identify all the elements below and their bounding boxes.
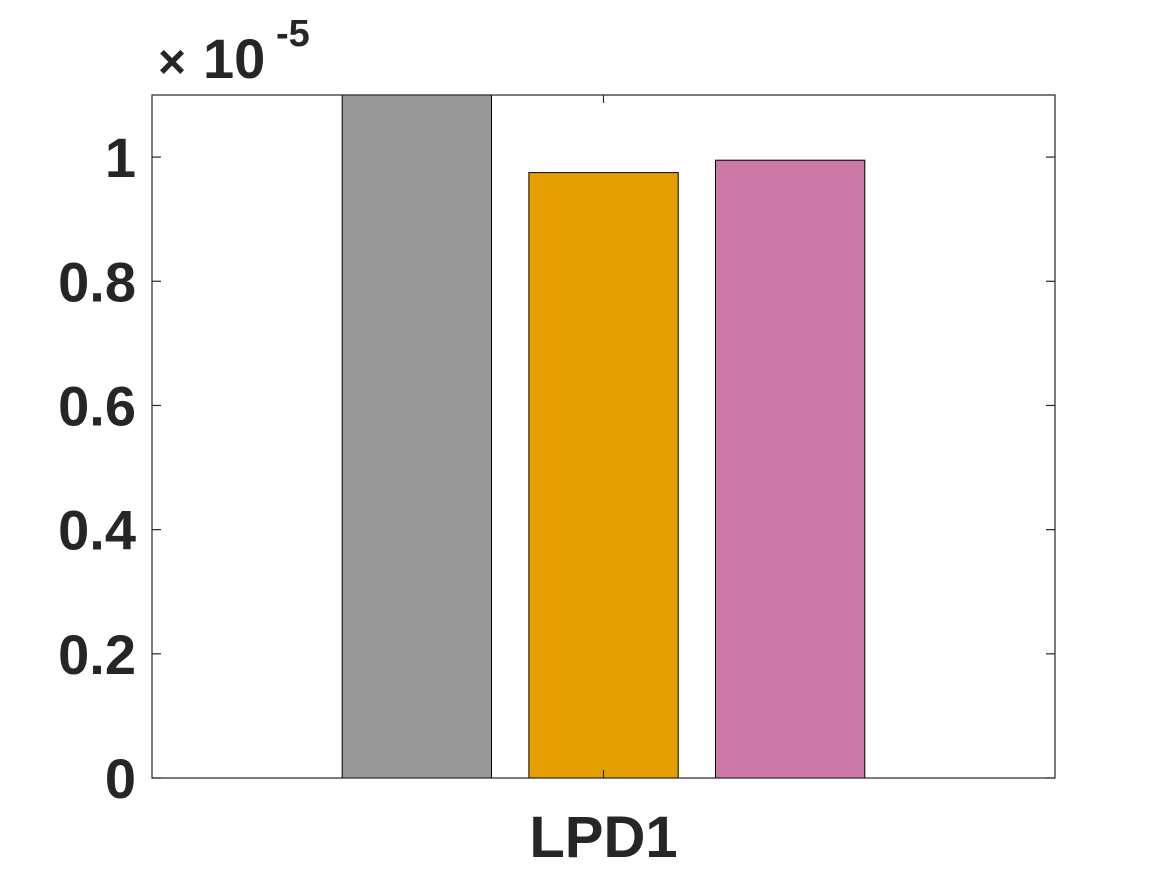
bar-lpd1-series-3: [715, 159, 866, 779]
axes-frame: [151, 94, 1056, 779]
multiplier-base: 10: [203, 27, 265, 90]
y-tick-label: 0: [105, 747, 136, 810]
y-tick-label: 1: [105, 126, 136, 189]
y-tick-label: 0.4: [58, 499, 136, 562]
bar-lpd1-series-2: [528, 172, 679, 779]
multiplier-times: ×: [158, 36, 186, 89]
multiplier-exponent: -5: [276, 13, 310, 55]
bar-lpd1-series-1: [341, 94, 493, 779]
x-tick-labels: LPD1: [529, 805, 677, 870]
y-tick-labels: 0 0.2 0.4 0.6 0.8 1: [58, 126, 136, 810]
y-tick-label: 0.6: [58, 375, 136, 438]
bars-group: [341, 94, 866, 779]
y-tick-label: 0.2: [58, 623, 136, 686]
y-tick-label: 0.8: [58, 250, 136, 313]
x-tick-label-lpd1: LPD1: [529, 805, 677, 870]
y-multiplier: × 10 -5: [158, 13, 310, 90]
